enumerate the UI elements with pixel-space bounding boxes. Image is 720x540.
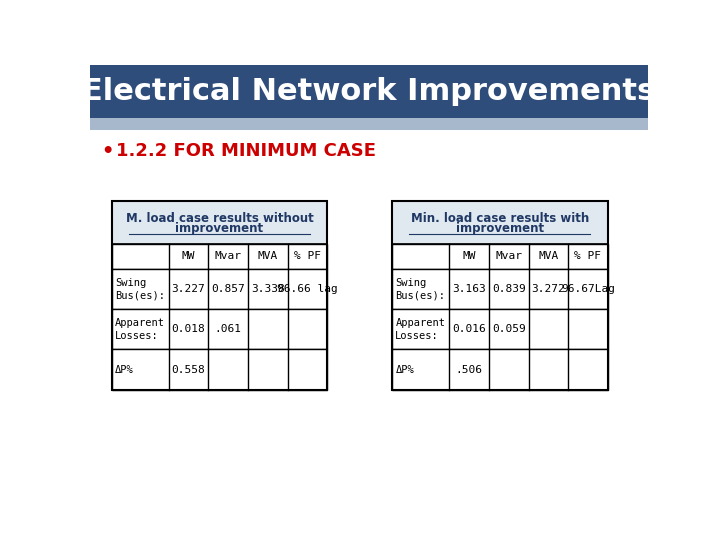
Text: Apparent
Losses:: Apparent Losses: [395, 318, 446, 341]
FancyBboxPatch shape [112, 269, 327, 309]
Text: 0.857: 0.857 [211, 284, 245, 294]
Text: Swing
Bus(es):: Swing Bus(es): [395, 278, 446, 300]
Text: 1.2.2 FOR MINIMUM CASE: 1.2.2 FOR MINIMUM CASE [117, 142, 377, 160]
FancyBboxPatch shape [112, 201, 327, 244]
FancyBboxPatch shape [392, 201, 608, 244]
Text: M. load case results without: M. load case results without [125, 212, 313, 225]
FancyBboxPatch shape [392, 244, 608, 269]
Text: .506: .506 [456, 364, 482, 375]
Text: Mvar: Mvar [215, 251, 242, 261]
Text: MVA: MVA [258, 251, 278, 261]
Text: 0.016: 0.016 [452, 325, 486, 334]
Text: •: • [101, 141, 113, 160]
Text: 3.338: 3.338 [251, 284, 284, 294]
Text: 0.018: 0.018 [171, 325, 205, 334]
FancyBboxPatch shape [90, 65, 648, 119]
FancyBboxPatch shape [392, 269, 608, 309]
Text: ΔP%: ΔP% [395, 364, 414, 375]
Text: 0.558: 0.558 [171, 364, 205, 375]
Text: % PF: % PF [294, 251, 321, 261]
FancyBboxPatch shape [90, 118, 648, 130]
Text: Min. load case results with: Min. load case results with [411, 212, 589, 225]
Text: Electrical Network Improvements: Electrical Network Improvements [82, 77, 656, 106]
FancyBboxPatch shape [392, 309, 608, 349]
FancyBboxPatch shape [392, 349, 608, 390]
Text: 96.66 lag: 96.66 lag [277, 284, 338, 294]
Text: 0.059: 0.059 [492, 325, 526, 334]
Text: 3.163: 3.163 [452, 284, 486, 294]
Text: MW: MW [182, 251, 195, 261]
Text: MW: MW [462, 251, 476, 261]
Text: % PF: % PF [575, 251, 601, 261]
Text: 3.272: 3.272 [531, 284, 565, 294]
FancyBboxPatch shape [112, 349, 327, 390]
Text: Apparent
Losses:: Apparent Losses: [114, 318, 165, 341]
Text: 96.67Lag: 96.67Lag [561, 284, 615, 294]
FancyBboxPatch shape [112, 244, 327, 269]
Text: Swing
Bus(es):: Swing Bus(es): [114, 278, 165, 300]
Text: Mvar: Mvar [495, 251, 522, 261]
Text: .061: .061 [215, 325, 242, 334]
Text: 0.839: 0.839 [492, 284, 526, 294]
Text: ΔP%: ΔP% [114, 364, 133, 375]
Text: improvement: improvement [176, 222, 264, 235]
Text: 3.227: 3.227 [171, 284, 205, 294]
FancyBboxPatch shape [112, 309, 327, 349]
Text: MVA: MVA [538, 251, 559, 261]
Text: improvement: improvement [456, 222, 544, 235]
